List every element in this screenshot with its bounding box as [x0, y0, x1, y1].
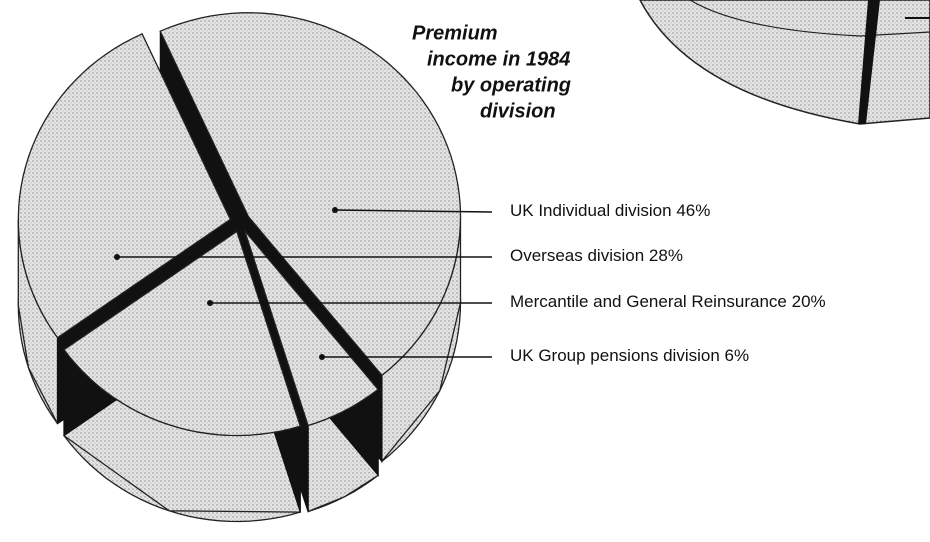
slice — [159, 12, 462, 377]
category-label: Overseas division — [510, 246, 644, 265]
value-label: 20% — [792, 292, 826, 311]
value-label: 28% — [649, 246, 683, 265]
category-label: UK Group pensions division — [510, 346, 720, 365]
value-label: 6% — [725, 346, 750, 365]
slice — [17, 33, 232, 339]
title-line: by operating — [451, 74, 571, 96]
slice-label: UK Individual division 46% — [510, 201, 710, 220]
slice-label: Mercantile and General Reinsurance 20% — [510, 292, 826, 311]
slice — [63, 230, 302, 437]
title-line: division — [480, 100, 556, 122]
slice — [244, 230, 380, 427]
partial-pie — [639, 0, 930, 125]
title-line: Premium — [412, 22, 498, 44]
title-line: income in 1984 — [427, 48, 570, 70]
chart-title: Premium income in 1984 by operating divi… — [412, 22, 571, 122]
pie — [17, 12, 462, 523]
leader-line — [334, 209, 493, 213]
category-label: UK Individual division — [510, 201, 672, 220]
value-label: 46% — [676, 201, 710, 220]
slice-label: Overseas division 28% — [510, 246, 683, 265]
slice-label: UK Group pensions division 6% — [510, 346, 749, 365]
category-label: Mercantile and General Reinsurance — [510, 292, 787, 311]
